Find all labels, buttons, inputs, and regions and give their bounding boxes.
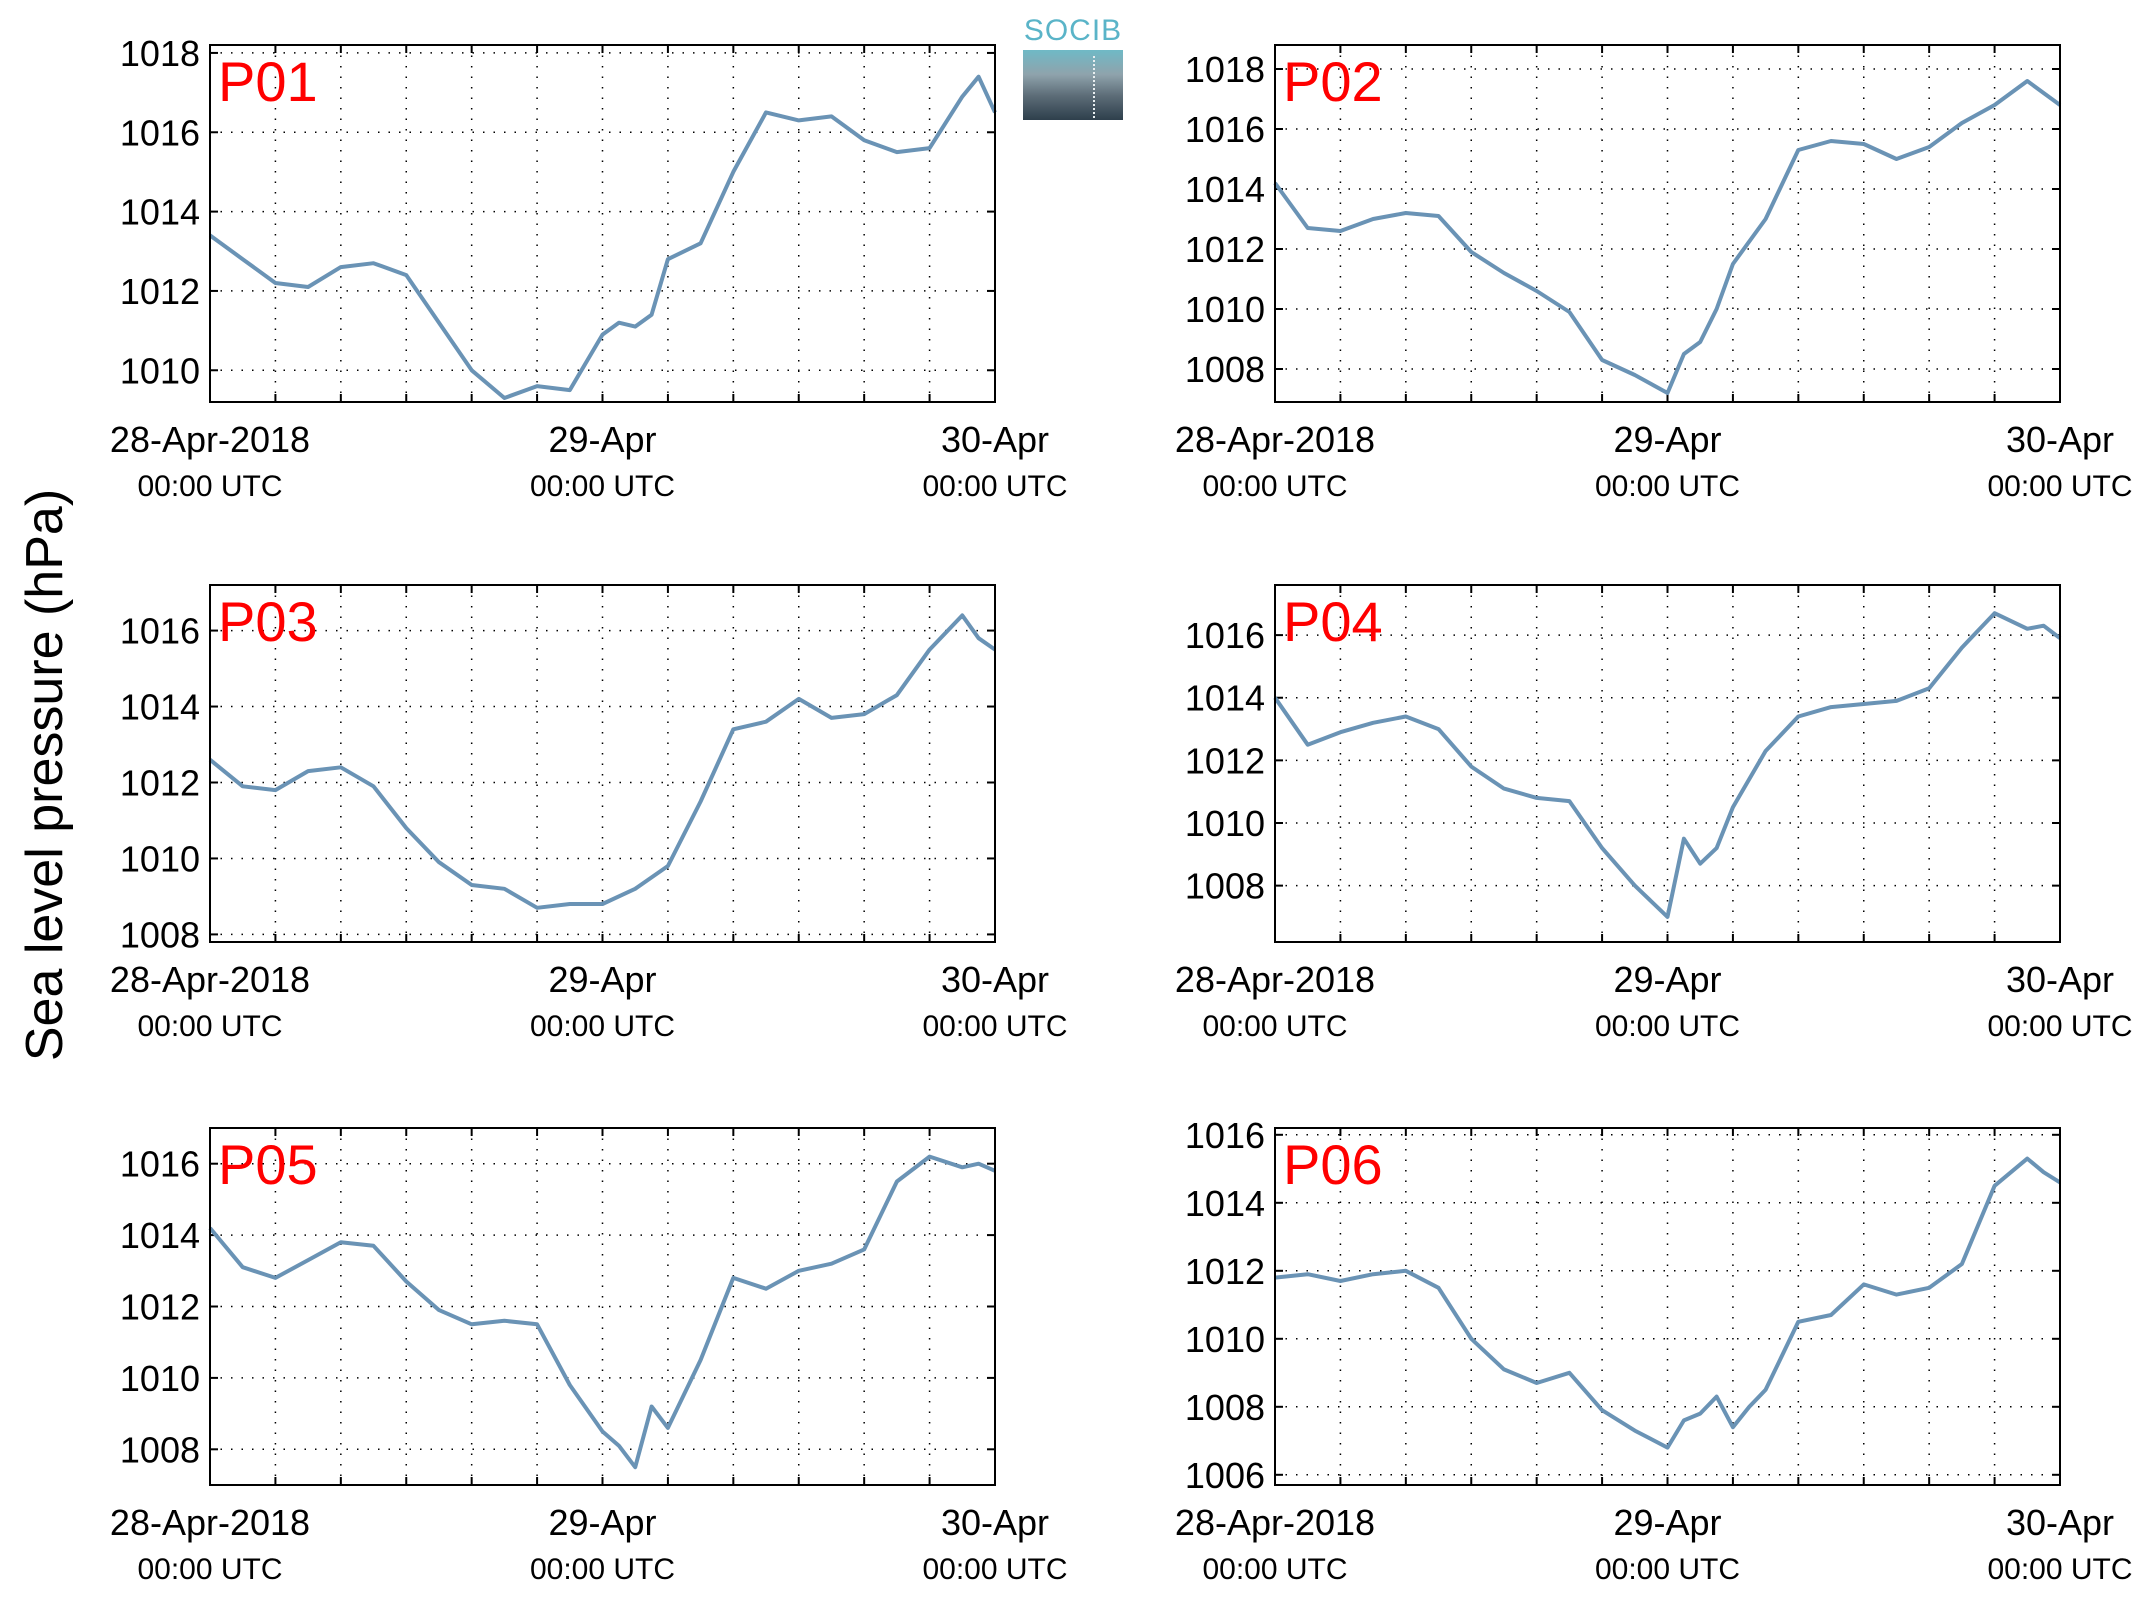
series-line bbox=[1273, 611, 2062, 919]
plot-frame bbox=[209, 1127, 996, 1486]
x-tick-label-time: 00:00 UTC bbox=[137, 1553, 282, 1586]
x-tick-label-time: 00:00 UTC bbox=[530, 1553, 675, 1586]
x-tick-label-date: 28-Apr-2018 bbox=[110, 959, 310, 1000]
y-tick-label: 1016 bbox=[1185, 615, 1265, 656]
y-tick-label: 1008 bbox=[120, 914, 200, 955]
plot-frame bbox=[1274, 44, 2061, 403]
x-tick-label-time: 00:00 UTC bbox=[1595, 1010, 1740, 1043]
y-tick-label: 1010 bbox=[120, 1358, 200, 1399]
x-tick-label-date: 28-Apr-2018 bbox=[1175, 1502, 1375, 1543]
y-tick-label: 1012 bbox=[1185, 229, 1265, 270]
socib-logo-mark bbox=[1023, 50, 1123, 120]
x-tick-label-date: 28-Apr-2018 bbox=[110, 419, 310, 460]
y-tick-label: 1010 bbox=[120, 350, 200, 391]
panel-label: P02 bbox=[1283, 50, 1383, 113]
panel-p04: 1008 1010 1012 1014 1016 P04 28-Apr-2018 00:00 … bbox=[1175, 584, 2133, 1043]
x-tick-label-date: 29-Apr bbox=[548, 959, 656, 1000]
y-tick-label: 1018 bbox=[1185, 49, 1265, 90]
x-tick-label-date: 30-Apr bbox=[941, 1502, 1049, 1543]
plot-frame bbox=[209, 44, 996, 403]
plot-frame bbox=[1274, 1127, 2061, 1486]
x-tick-label-date: 30-Apr bbox=[941, 959, 1049, 1000]
x-tick-label-time: 00:00 UTC bbox=[922, 1553, 1067, 1586]
x-tick-label-date: 29-Apr bbox=[1613, 419, 1721, 460]
series-line bbox=[208, 74, 997, 400]
y-tick-label: 1010 bbox=[120, 838, 200, 879]
x-tick-label-time: 00:00 UTC bbox=[922, 470, 1067, 503]
plot-frame bbox=[209, 584, 996, 943]
y-tick-label: 1012 bbox=[120, 271, 200, 312]
x-tick-label-date: 30-Apr bbox=[2006, 959, 2114, 1000]
x-tick-label-time: 00:00 UTC bbox=[1202, 1010, 1347, 1043]
y-tick-label: 1006 bbox=[1185, 1455, 1265, 1496]
panel-p02: 1008 1010 1012 1014 1016 1018 P02 28-Apr-2018 00… bbox=[1175, 44, 2133, 503]
series-line bbox=[208, 1154, 996, 1470]
plot-frame bbox=[1274, 584, 2061, 943]
panel-p01: 1010 1012 1014 1016 1018 P01 28-Apr-2018 00:00 … bbox=[110, 33, 1068, 503]
y-tick-label: 1010 bbox=[1185, 289, 1265, 330]
x-tick-label-time: 00:00 UTC bbox=[1987, 1553, 2132, 1586]
panel-label: P01 bbox=[218, 50, 318, 113]
panel-label: P06 bbox=[1283, 1133, 1383, 1196]
panel-p05: 1008 1010 1012 1014 1016 P05 28-Apr-2018 00:00 … bbox=[110, 1127, 1068, 1586]
x-tick-label-time: 00:00 UTC bbox=[1987, 470, 2132, 503]
y-tick-label: 1012 bbox=[120, 1287, 200, 1328]
y-tick-label: 1016 bbox=[1185, 1115, 1265, 1156]
x-tick-label-time: 00:00 UTC bbox=[530, 1010, 675, 1043]
socib-logo-mast bbox=[1093, 56, 1095, 118]
x-tick-label-time: 00:00 UTC bbox=[137, 470, 282, 503]
y-tick-label: 1016 bbox=[120, 1144, 200, 1185]
panel-p03: 1008 1010 1012 1014 1016 P03 28-Apr-2018 00:00 … bbox=[110, 584, 1068, 1043]
x-tick-label-date: 29-Apr bbox=[548, 419, 656, 460]
x-tick-label-date: 28-Apr-2018 bbox=[110, 1502, 310, 1543]
y-tick-label: 1008 bbox=[1185, 866, 1265, 907]
y-tick-label: 1014 bbox=[1185, 678, 1265, 719]
y-tick-label: 1008 bbox=[1185, 1387, 1265, 1428]
y-tick-label: 1010 bbox=[1185, 803, 1265, 844]
y-tick-label: 1014 bbox=[1185, 1183, 1265, 1224]
y-tick-label: 1016 bbox=[120, 611, 200, 652]
socib-logo: SOCIB bbox=[1023, 14, 1123, 122]
x-tick-label-date: 28-Apr-2018 bbox=[1175, 419, 1375, 460]
x-tick-label-date: 30-Apr bbox=[2006, 419, 2114, 460]
y-tick-label: 1012 bbox=[1185, 1251, 1265, 1292]
y-tick-label: 1008 bbox=[1185, 349, 1265, 390]
panel-label: P04 bbox=[1283, 590, 1383, 653]
x-tick-label-date: 30-Apr bbox=[941, 419, 1049, 460]
y-tick-label: 1016 bbox=[120, 112, 200, 153]
figure-ylabel: Sea level pressure (hPa) bbox=[16, 489, 74, 1061]
y-tick-label: 1014 bbox=[120, 1215, 200, 1256]
y-tick-label: 1016 bbox=[1185, 109, 1265, 150]
x-tick-label-time: 00:00 UTC bbox=[922, 1010, 1067, 1043]
y-tick-label: 1012 bbox=[1185, 740, 1265, 781]
x-tick-label-date: 30-Apr bbox=[2006, 1502, 2114, 1543]
y-tick-label: 1010 bbox=[1185, 1319, 1265, 1360]
x-tick-label-date: 28-Apr-2018 bbox=[1175, 959, 1375, 1000]
x-tick-label-time: 00:00 UTC bbox=[1595, 1553, 1740, 1586]
series-line bbox=[208, 613, 997, 910]
x-tick-label-date: 29-Apr bbox=[1613, 1502, 1721, 1543]
x-tick-label-time: 00:00 UTC bbox=[1595, 470, 1740, 503]
series-line bbox=[1274, 1156, 2062, 1450]
x-tick-label-time: 00:00 UTC bbox=[137, 1010, 282, 1043]
y-tick-label: 1014 bbox=[120, 687, 200, 728]
y-tick-label: 1018 bbox=[120, 33, 200, 74]
y-tick-label: 1012 bbox=[120, 762, 200, 803]
x-tick-label-time: 00:00 UTC bbox=[1202, 470, 1347, 503]
panel-label: P05 bbox=[218, 1133, 318, 1196]
y-tick-label: 1014 bbox=[1185, 169, 1265, 210]
y-tick-label: 1014 bbox=[120, 192, 200, 233]
x-tick-label-time: 00:00 UTC bbox=[530, 470, 675, 503]
x-tick-label-time: 00:00 UTC bbox=[1202, 1553, 1347, 1586]
x-tick-label-date: 29-Apr bbox=[1613, 959, 1721, 1000]
panel-p06: 1006 1008 1010 1012 1014 1016 P06 28-Apr-2018 00… bbox=[1175, 1115, 2133, 1586]
x-tick-label-time: 00:00 UTC bbox=[1987, 1010, 2132, 1043]
panel-label: P03 bbox=[218, 590, 318, 653]
y-tick-label: 1008 bbox=[120, 1429, 200, 1470]
series-line bbox=[1273, 79, 2062, 395]
x-tick-label-date: 29-Apr bbox=[548, 1502, 656, 1543]
socib-logo-text: SOCIB bbox=[1023, 14, 1123, 47]
